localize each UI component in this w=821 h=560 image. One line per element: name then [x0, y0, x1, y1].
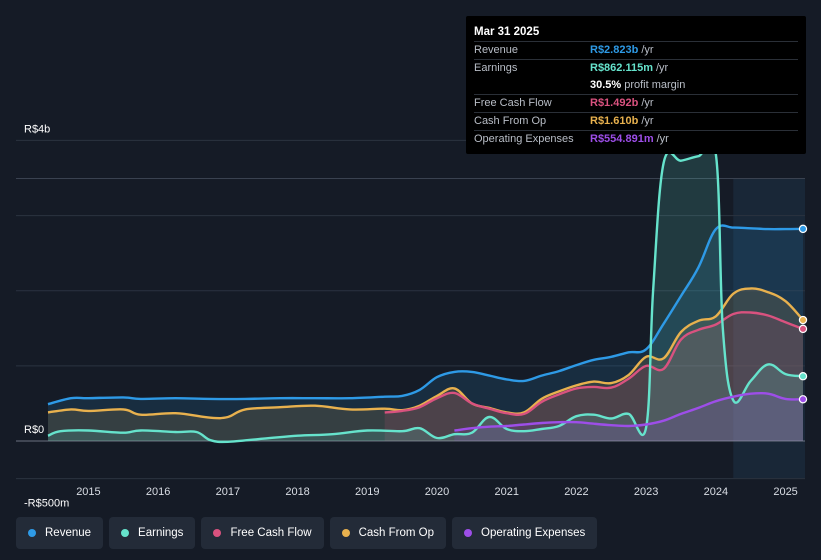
y-tick-label: -R$500m [24, 498, 69, 510]
tooltip-value: R$2.823b [590, 44, 639, 56]
chart-legend: Revenue Earnings Free Cash Flow Cash From O… [16, 517, 598, 549]
tooltip-unit: /yr [656, 133, 669, 145]
gridlines [16, 139, 805, 480]
legend-label: Cash From Op [358, 527, 435, 539]
y-tick-label: R$4b [24, 123, 50, 135]
tooltip-key: Revenue [474, 44, 519, 56]
tooltip-row: Revenue R$2.823b/yr [474, 41, 798, 59]
tooltip-value: R$862.115m [590, 62, 653, 74]
free-cash-flow-line [384, 311, 804, 417]
legend-item-cash-from-op[interactable]: Cash From Op [329, 517, 447, 549]
x-tick-label: 2018 [285, 486, 309, 498]
data-tooltip: Mar 31 2025 Revenue R$2.823b/yr Earnings R$… [466, 16, 806, 154]
legend-item-free-cash-flow[interactable]: Free Cash Flow [201, 517, 324, 549]
free-cash-flow-endpoint [798, 324, 808, 334]
tooltip-date: Mar 31 2025 [474, 26, 540, 38]
x-tick-label: 2019 [355, 486, 379, 498]
legend-item-earnings[interactable]: Earnings [109, 517, 196, 549]
legend-label: Operating Expenses [481, 527, 586, 539]
legend-label: Revenue [45, 527, 92, 539]
x-tick-label: 2020 [425, 486, 449, 498]
legend-label: Earnings [138, 527, 184, 539]
revenue-line [47, 224, 804, 406]
revenue-endpoint [798, 224, 808, 234]
tooltip-row: Cash From Op R$1.610b/yr [474, 112, 798, 130]
tooltip-value: R$1.610b [590, 115, 639, 127]
cash-from-op-area [48, 288, 803, 441]
legend-dot-icon [464, 529, 473, 537]
legend-dot-icon [121, 529, 130, 537]
legend-dot-icon [28, 529, 36, 537]
tooltip-unit: profit margin [624, 79, 686, 91]
tooltip-unit: /yr [656, 62, 669, 74]
tooltip-row: Free Cash Flow R$1.492b/yr [474, 94, 798, 112]
series-lines [47, 139, 804, 444]
legend-label: Free Cash Flow [230, 527, 312, 539]
tooltip-key: Free Cash Flow [474, 97, 552, 109]
tooltip-key [474, 77, 590, 94]
x-tick-label: 2021 [494, 486, 518, 498]
tooltip-unit: /yr [641, 115, 654, 127]
legend-dot-icon [341, 529, 350, 537]
tooltip-row: 30.5% profit margin [474, 77, 798, 94]
legend-item-operating-expenses[interactable]: Operating Expenses [452, 517, 598, 549]
cash-from-op-endpoint [798, 315, 808, 325]
tooltip-row: Operating Expenses R$554.891m/yr [474, 130, 798, 148]
x-tick-label: 2015 [76, 486, 100, 498]
tooltip-row: Earnings R$862.115m/yr [474, 59, 798, 77]
series-endpoints [798, 224, 808, 404]
legend-dot-icon [213, 529, 222, 537]
tooltip-value: R$554.891m [590, 133, 654, 145]
tooltip-value: R$1.492b [590, 97, 639, 109]
x-axis-labels: 2015 2016 2017 2018 2019 2020 2021 2022 2023 2024… [76, 486, 798, 498]
x-tick-label: 2022 [564, 486, 588, 498]
operating-expenses-line [454, 391, 804, 432]
tooltip-key: Earnings [474, 62, 518, 74]
tooltip-unit: /yr [641, 44, 654, 56]
tooltip-unit: /yr [641, 97, 654, 109]
earnings-endpoint [798, 372, 808, 381]
series-areas [48, 141, 803, 442]
tooltip-value: 30.5% [590, 79, 622, 91]
operating-expenses-endpoint [798, 395, 808, 404]
tooltip-key: Cash From Op [474, 115, 547, 127]
x-tick-label: 2017 [216, 486, 240, 498]
x-tick-label: 2024 [704, 486, 728, 498]
financial-chart: R$4bR$0-R$500m 2015 2016 2017 2018 2019 2020 2… [16, 123, 808, 510]
x-tick-label: 2025 [773, 486, 797, 498]
legend-item-revenue[interactable]: Revenue [16, 517, 104, 549]
earnings-line [47, 139, 804, 444]
x-tick-label: 2016 [146, 486, 170, 498]
y-axis-labels: R$4b R$0 -R$500m [24, 123, 69, 509]
x-tick-label: 2023 [634, 486, 658, 498]
y-tick-label: R$0 [24, 424, 44, 436]
earnings-area [48, 141, 803, 442]
tooltip-key: Operating Expenses [474, 133, 574, 145]
